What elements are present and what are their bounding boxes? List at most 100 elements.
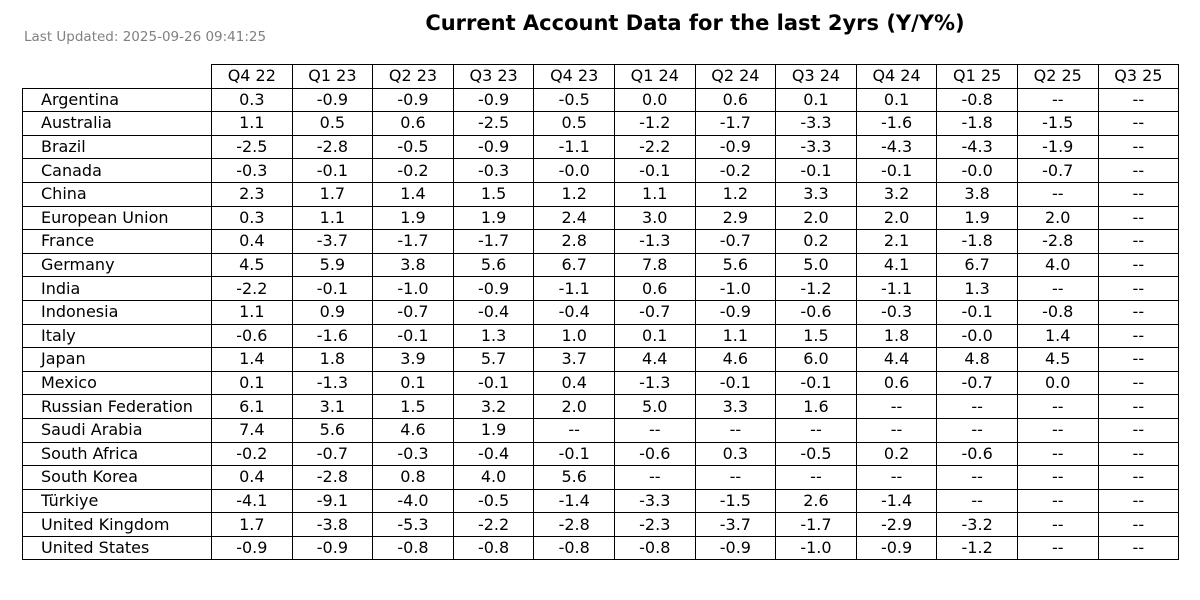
- value-cell: --: [613, 465, 696, 490]
- value-cell: -2.2: [211, 276, 293, 301]
- value-cell: 5.9: [291, 252, 374, 278]
- value-cell: -0.9: [694, 299, 777, 325]
- value-cell: -0.1: [452, 370, 535, 396]
- value-cell: -0.9: [452, 87, 535, 113]
- value-cell: -0.7: [936, 370, 1018, 396]
- value-cell: 0.0: [1016, 370, 1099, 396]
- value-cell: -1.6: [855, 111, 938, 136]
- value-cell: -0.4: [452, 299, 535, 325]
- column-header: Q3 25: [1097, 64, 1180, 89]
- value-cell: 4.6: [694, 347, 777, 372]
- column-header: Q3 23: [452, 64, 535, 89]
- country-cell: Italy: [22, 323, 212, 349]
- value-cell: 1.2: [694, 181, 777, 207]
- value-cell: --: [1097, 441, 1180, 467]
- value-cell: -2.8: [1016, 229, 1099, 254]
- value-cell: 1.5: [452, 181, 535, 207]
- value-cell: -0.5: [452, 488, 535, 514]
- value-cell: 0.3: [211, 205, 293, 231]
- value-cell: 2.0: [855, 205, 938, 231]
- value-cell: 7.4: [211, 417, 293, 443]
- value-cell: -2.5: [211, 134, 293, 160]
- value-cell: 2.6: [775, 488, 857, 514]
- value-cell: 0.6: [613, 276, 696, 301]
- value-cell: 1.8: [291, 347, 374, 372]
- value-cell: -1.3: [291, 370, 374, 396]
- table-row: Germany 4.5 5.9 3.8 5.6 6.7 7.8 5.6 5.0 4.1 6.7 4.0…: [22, 252, 1180, 278]
- value-cell: --: [1097, 512, 1180, 537]
- country-cell: United Kingdom: [22, 512, 212, 537]
- value-cell: 4.5: [1016, 347, 1099, 372]
- value-cell: -1.3: [613, 229, 696, 254]
- country-cell: Japan: [22, 347, 212, 372]
- value-cell: -0.1: [855, 158, 938, 183]
- value-cell: 2.0: [533, 394, 615, 419]
- value-cell: --: [1097, 370, 1180, 396]
- table-row: United States -0.9 -0.9 -0.8 -0.8 -0.8 -0.8 -0.…: [22, 535, 1180, 561]
- value-cell: 5.6: [533, 465, 615, 490]
- value-cell: 1.8: [855, 323, 938, 349]
- value-cell: 0.0: [613, 87, 696, 113]
- value-cell: 1.9: [452, 417, 535, 443]
- value-cell: -0.1: [613, 158, 696, 183]
- column-header: Q4 22: [211, 64, 293, 89]
- country-cell: South Africa: [22, 441, 212, 467]
- table-row: Italy -0.6 -1.6 -0.1 1.3 1.0 0.1 1.1 1.5 1.8 -0.0 1…: [22, 323, 1180, 349]
- value-cell: --: [1097, 229, 1180, 254]
- value-cell: -0.8: [613, 535, 696, 561]
- value-cell: -0.5: [372, 134, 454, 160]
- country-cell: United States: [22, 535, 212, 561]
- value-cell: -0.1: [533, 441, 615, 467]
- value-cell: -4.0: [372, 488, 454, 514]
- table-row: India -2.2 -0.1 -1.0 -0.9 -1.1 0.6 -1.0 -1.2 -1.1…: [22, 276, 1180, 301]
- value-cell: -1.8: [936, 229, 1018, 254]
- column-header: Q1 24: [613, 64, 696, 89]
- country-cell: Germany: [22, 252, 212, 278]
- value-cell: 1.9: [372, 205, 454, 231]
- table-row: Japan 1.4 1.8 3.9 5.7 3.7 4.4 4.6 6.0 4.4 4.8 4.5 --: [22, 347, 1180, 372]
- value-cell: 6.1: [211, 394, 293, 419]
- value-cell: 0.2: [855, 441, 938, 467]
- value-cell: --: [1097, 299, 1180, 325]
- value-cell: 4.5: [211, 252, 293, 278]
- table-row: Australia 1.1 0.5 0.6 -2.5 0.5 -1.2 -1.7 -3.3 -1.…: [22, 111, 1180, 136]
- table-row: South Africa -0.2 -0.7 -0.3 -0.4 -0.1 -0.6 0.3-…: [22, 441, 1180, 467]
- value-cell: -2.8: [291, 134, 374, 160]
- value-cell: -0.1: [291, 276, 374, 301]
- country-cell: Mexico: [22, 370, 212, 396]
- value-cell: 1.1: [211, 111, 293, 136]
- value-cell: 2.4: [533, 205, 615, 231]
- table-row: United Kingdom 1.7 -3.8 -5.3 -2.2 -2.8 -2.3 -3.…: [22, 512, 1180, 537]
- value-cell: --: [1016, 465, 1099, 490]
- value-cell: -0.3: [372, 441, 454, 467]
- value-cell: --: [1097, 535, 1180, 561]
- column-header: Q1 23: [291, 64, 374, 89]
- country-cell: Australia: [22, 111, 212, 136]
- value-cell: -4.3: [855, 134, 938, 160]
- value-cell: 1.3: [936, 276, 1018, 301]
- value-cell: -0.9: [291, 535, 374, 561]
- value-cell: -0.4: [452, 441, 535, 467]
- value-cell: -1.0: [775, 535, 857, 561]
- value-cell: 1.1: [291, 205, 374, 231]
- value-cell: -0.6: [613, 441, 696, 467]
- value-cell: -1.7: [372, 229, 454, 254]
- value-cell: -0.8: [533, 535, 615, 561]
- value-cell: --: [1097, 252, 1180, 278]
- value-cell: --: [1016, 417, 1099, 443]
- value-cell: 0.9: [291, 299, 374, 325]
- value-cell: -0.2: [694, 158, 777, 183]
- value-cell: -3.8: [291, 512, 374, 537]
- value-cell: 2.3: [211, 181, 293, 207]
- value-cell: 5.6: [291, 417, 374, 443]
- value-cell: -0.9: [694, 535, 777, 561]
- value-cell: -0.0: [936, 158, 1018, 183]
- value-cell: 4.0: [1016, 252, 1099, 278]
- value-cell: -1.7: [694, 111, 777, 136]
- value-cell: -4.3: [936, 134, 1018, 160]
- value-cell: 2.9: [694, 205, 777, 231]
- value-cell: 1.1: [613, 181, 696, 207]
- value-cell: --: [775, 465, 857, 490]
- country-cell: India: [22, 276, 212, 301]
- value-cell: 0.1: [855, 87, 938, 113]
